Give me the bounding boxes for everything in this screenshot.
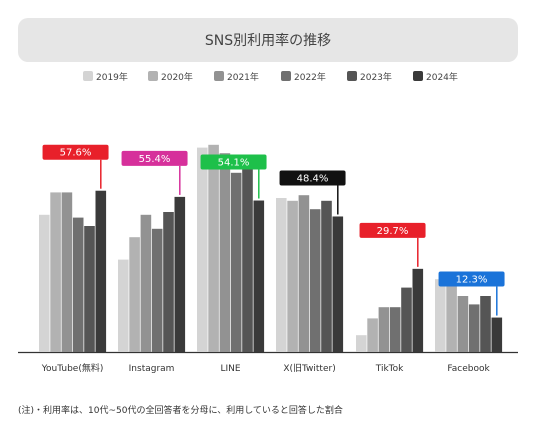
legend-item: 2020年 bbox=[148, 69, 193, 83]
callout-box bbox=[438, 271, 505, 287]
bar bbox=[378, 307, 390, 352]
legend-label: 2021年 bbox=[227, 72, 259, 83]
chart-title: SNS別利用率の推移 bbox=[204, 33, 332, 49]
callout-box bbox=[42, 144, 109, 160]
bar bbox=[298, 195, 310, 352]
data-label: 55.4% bbox=[139, 154, 171, 165]
bar bbox=[72, 217, 84, 352]
legend-label: 2024年 bbox=[426, 72, 458, 83]
bar bbox=[480, 296, 491, 352]
data-label: 29.7% bbox=[377, 226, 409, 237]
legend-item: 2019年 bbox=[83, 69, 128, 83]
data-label: 57.6% bbox=[60, 148, 92, 159]
bar bbox=[435, 279, 446, 352]
footnote: (注)・利用率は、10代~50代の全回答者を分母に、利用していると回答した割合 bbox=[18, 406, 343, 416]
bar bbox=[412, 268, 424, 352]
legend-label: 2022年 bbox=[294, 72, 326, 83]
legend-swatch bbox=[413, 71, 423, 81]
bar bbox=[389, 307, 401, 352]
bar bbox=[140, 214, 152, 352]
callout-box bbox=[121, 150, 188, 166]
x-tick-label: X(旧Twitter) bbox=[283, 363, 335, 374]
bar bbox=[230, 172, 242, 352]
bar bbox=[151, 228, 163, 352]
bar bbox=[253, 200, 265, 352]
x-tick-label: LINE bbox=[221, 364, 241, 374]
bar bbox=[457, 296, 469, 352]
legend-item: 2021年 bbox=[214, 69, 259, 83]
bar bbox=[332, 216, 344, 352]
data-label: 12.3% bbox=[456, 275, 488, 286]
legend-label: 2019年 bbox=[96, 72, 128, 83]
legend-swatch bbox=[347, 71, 357, 81]
legend-swatch bbox=[214, 71, 224, 81]
legend-swatch bbox=[281, 71, 291, 81]
legend-swatch bbox=[148, 71, 158, 81]
bar bbox=[309, 209, 321, 352]
bar bbox=[321, 200, 332, 352]
bar bbox=[50, 192, 61, 352]
bar bbox=[95, 190, 107, 352]
x-tick-label: Facebook bbox=[447, 364, 490, 374]
bar bbox=[61, 192, 73, 352]
bar bbox=[197, 147, 208, 352]
bar bbox=[287, 200, 298, 352]
callout-box bbox=[200, 154, 267, 170]
bar bbox=[468, 304, 480, 352]
bar bbox=[491, 317, 503, 352]
legend-label: 2020年 bbox=[161, 72, 193, 83]
bar bbox=[446, 276, 457, 352]
bar bbox=[39, 214, 50, 352]
data-label: 48.4% bbox=[297, 173, 329, 184]
bar bbox=[276, 198, 287, 352]
bar bbox=[129, 237, 140, 352]
x-tick-label: TikTok bbox=[375, 364, 404, 374]
bar bbox=[219, 153, 231, 352]
legend-label: 2023年 bbox=[360, 72, 392, 83]
x-tick-label: Instagram bbox=[129, 364, 175, 374]
data-label: 54.1% bbox=[218, 158, 250, 169]
bar bbox=[84, 226, 95, 352]
callout-box bbox=[359, 222, 426, 238]
x-tick-label: YouTube(無料) bbox=[41, 362, 104, 374]
legend-item: 2022年 bbox=[281, 69, 326, 83]
bar bbox=[401, 287, 412, 352]
bar bbox=[208, 144, 219, 352]
legend: 2019年 2020年 2021年 2022年 2023年 2024年 bbox=[0, 69, 536, 83]
bar bbox=[367, 318, 378, 352]
legend-item: 2024年 bbox=[413, 69, 458, 83]
bar bbox=[118, 259, 129, 352]
chart-title-box: SNS別利用率の推移 bbox=[18, 18, 518, 62]
callout-box bbox=[279, 170, 346, 186]
legend-item: 2023年 bbox=[347, 69, 392, 83]
bar bbox=[242, 164, 253, 352]
bar bbox=[174, 196, 186, 352]
bar bbox=[163, 212, 174, 352]
bar bbox=[356, 335, 367, 352]
legend-swatch bbox=[83, 71, 93, 81]
